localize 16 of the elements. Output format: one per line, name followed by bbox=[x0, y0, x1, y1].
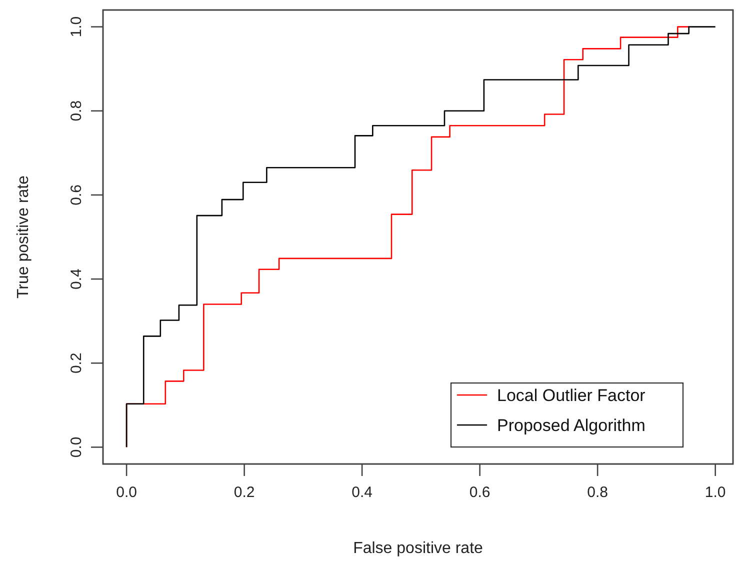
y-tick-label: 1.0 bbox=[68, 16, 85, 38]
y-tick-label: 0.6 bbox=[68, 184, 85, 206]
y-axis-title: True positive rate bbox=[15, 175, 32, 299]
x-axis-title: False positive rate bbox=[353, 540, 484, 557]
y-tick-label: 0.8 bbox=[68, 100, 85, 122]
x-tick-label: 0.8 bbox=[587, 484, 608, 501]
x-tick-label: 0.4 bbox=[352, 484, 372, 501]
x-tick-label: 1.0 bbox=[704, 484, 726, 501]
legend-label: Local Outlier Factor bbox=[497, 386, 646, 405]
y-tick-label: 0.2 bbox=[68, 352, 85, 374]
x-tick-label: 0.6 bbox=[469, 484, 490, 501]
y-tick-label: 0.0 bbox=[68, 436, 85, 458]
y-tick-label: 0.4 bbox=[68, 268, 85, 290]
x-tick-label: 0.2 bbox=[234, 484, 255, 501]
x-tick-label: 0.0 bbox=[116, 484, 137, 501]
legend-label: Proposed Algorithm bbox=[497, 416, 646, 435]
